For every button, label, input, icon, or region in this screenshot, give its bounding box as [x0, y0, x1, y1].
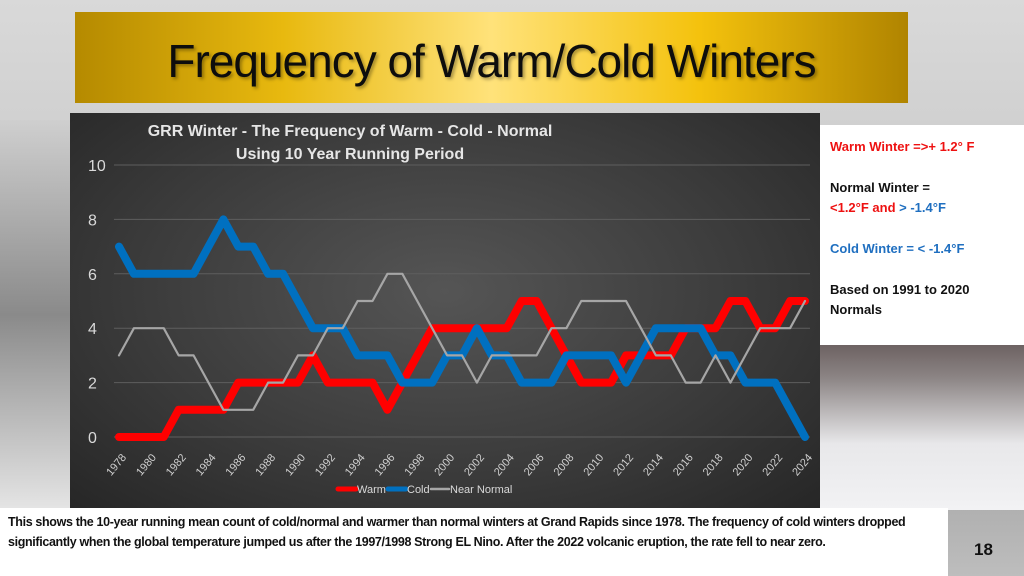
background-photo-right — [820, 345, 1024, 510]
legend-label: Cold — [407, 484, 430, 496]
x-tick-label: 1988 — [253, 452, 278, 478]
x-tick-label: 1990 — [283, 452, 308, 478]
caption-text: This shows the 10-year running mean coun… — [8, 515, 906, 549]
title-banner: Frequency of Warm/Cold Winters — [75, 12, 908, 103]
x-tick-label: 2000 — [432, 452, 457, 478]
x-tick-label: 2008 — [552, 452, 577, 478]
background-photo-left — [0, 120, 70, 510]
x-tick-label: 1994 — [343, 452, 368, 478]
x-tick-label: 2004 — [492, 452, 517, 478]
x-tick-label: 2022 — [760, 452, 785, 478]
x-tick-label: 1992 — [313, 452, 338, 478]
series-line-warm — [115, 297, 809, 441]
normal-range-lower: > -1.4°F — [899, 200, 946, 215]
slide-title: Frequency of Warm/Cold Winters — [167, 35, 816, 87]
x-tick-label: 2010 — [581, 452, 606, 478]
chart-title-line1: GRR Winter - The Frequency of Warm - Col… — [147, 123, 553, 140]
chart-title-line2: Using 10 Year Running Period — [235, 146, 465, 163]
normal-range-upper: <1.2°F and — [830, 200, 900, 215]
cold-definition: Cold Winter = < -1.4°F — [830, 241, 965, 256]
legend-label: Warm — [357, 484, 386, 496]
x-tick-label: 2014 — [641, 452, 666, 478]
page-number: 18 — [974, 540, 993, 559]
y-tick-label: 8 — [88, 212, 97, 229]
y-tick-label: 4 — [88, 321, 97, 338]
normal-definition-label: Normal Winter = — [830, 180, 930, 195]
x-tick-label: 2002 — [462, 452, 487, 478]
y-tick-label: 0 — [88, 430, 97, 447]
x-tick-label: 1998 — [402, 452, 427, 478]
x-tick-label: 1978 — [104, 452, 129, 478]
normals-basis-line1: Based on 1991 to 2020 — [830, 282, 970, 297]
caption-box: This shows the 10-year running mean coun… — [0, 508, 948, 576]
y-tick-label: 10 — [88, 158, 106, 175]
y-tick-label: 2 — [88, 376, 97, 393]
x-tick-label: 1996 — [373, 452, 398, 478]
warm-definition: Warm Winter =>+ 1.2° F — [830, 139, 975, 154]
y-tick-label: 6 — [88, 267, 97, 284]
normals-basis-line2: Normals — [830, 302, 883, 317]
x-tick-label: 1984 — [194, 452, 219, 478]
x-tick-label: 2016 — [671, 452, 696, 478]
line-chart: 0 2 4 6 8 10 1978 1980 1982 1984 1986 1988 1990 1992 1… — [70, 113, 820, 510]
definitions-box: Warm Winter =>+ 1.2° F Normal Winter = <… — [820, 125, 1024, 345]
x-tick-label: 1980 — [134, 452, 159, 478]
legend-label: Near Normal — [450, 484, 512, 496]
x-tick-label: 2024 — [790, 452, 815, 478]
series-line-near-normal — [117, 272, 807, 411]
x-tick-label: 2006 — [522, 452, 547, 478]
x-tick-label: 2018 — [701, 452, 726, 478]
chart-title: GRR Winter - The Frequency of Warm - Col… — [70, 120, 630, 166]
x-tick-label: 2012 — [611, 452, 636, 478]
x-tick-label: 1986 — [224, 452, 249, 478]
x-tick-label: 1982 — [164, 452, 189, 478]
x-tick-label: 2020 — [731, 452, 756, 478]
normal-definition-range: <1.2°F and > -1.4°F — [830, 198, 946, 218]
